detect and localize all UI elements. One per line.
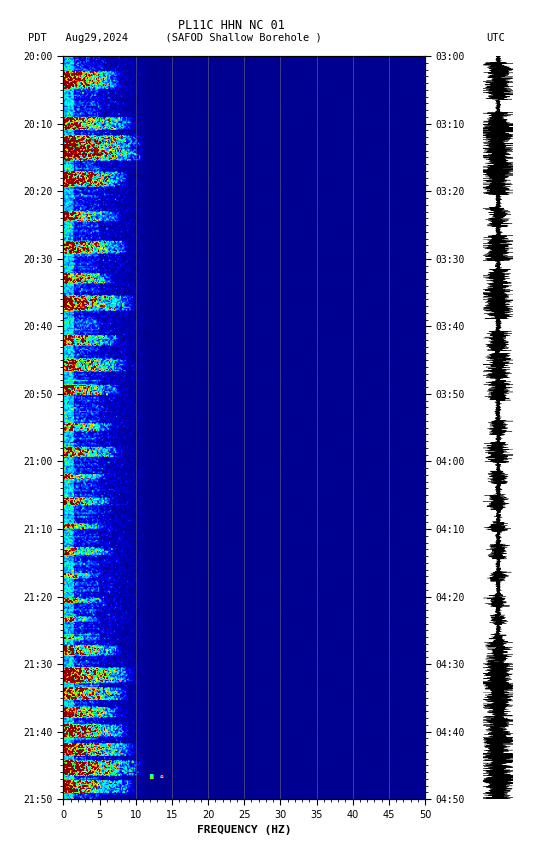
Text: UTC: UTC [486,33,505,43]
X-axis label: FREQUENCY (HZ): FREQUENCY (HZ) [197,825,291,835]
Text: PL11C HHN NC 01: PL11C HHN NC 01 [178,19,285,32]
Text: PDT   Aug29,2024      (SAFOD Shallow Borehole ): PDT Aug29,2024 (SAFOD Shallow Borehole ) [28,33,321,43]
